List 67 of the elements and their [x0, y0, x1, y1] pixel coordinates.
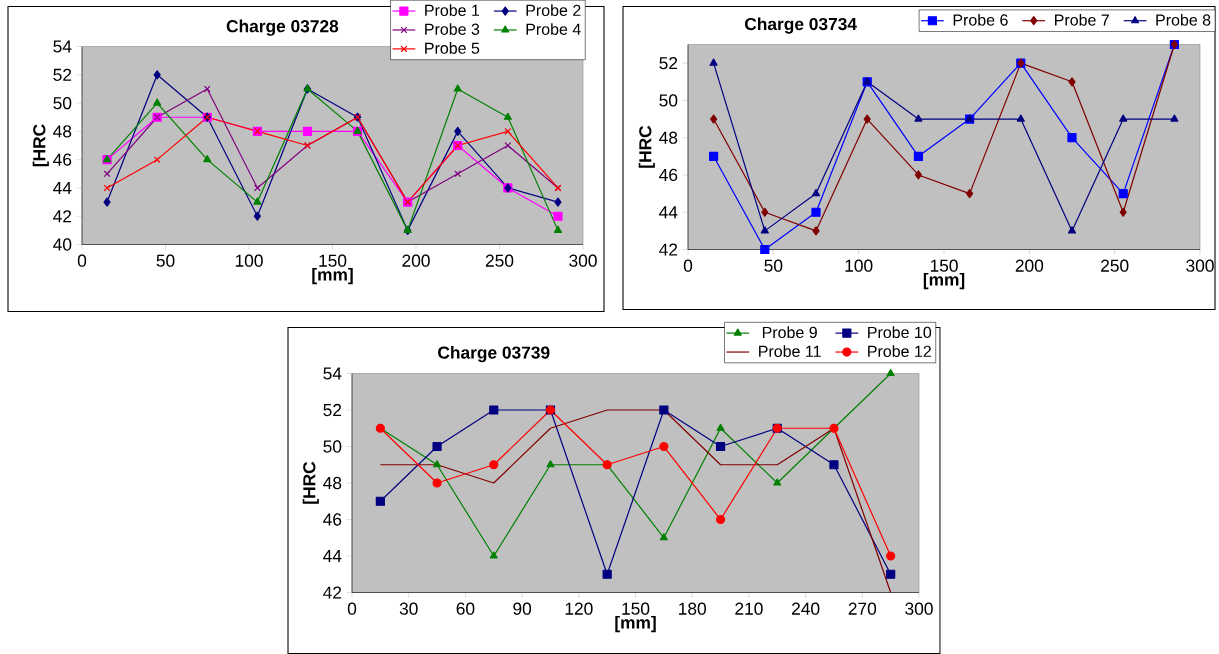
- x-tick-label: 120: [565, 602, 593, 615]
- x-tick-label: 90: [513, 602, 532, 615]
- y-tick-label: 52: [323, 403, 342, 417]
- y-tick-label: 54: [323, 367, 342, 380]
- y-tick-label: 46: [659, 168, 678, 182]
- x-tick-label: 300: [905, 602, 933, 615]
- chart-title: Charge 03734: [744, 17, 857, 34]
- x-tick-label: 50: [156, 254, 175, 267]
- y-tick-label: 42: [323, 586, 342, 599]
- x-axis-title: [mm]: [923, 272, 965, 290]
- x-tick-label: 0: [683, 259, 693, 272]
- y-tick-label: 48: [53, 125, 72, 138]
- legend-label: Probe 5: [425, 42, 480, 54]
- x-tick-label: 50: [764, 259, 783, 272]
- y-tick-label: 46: [323, 513, 342, 526]
- chart-title: Charge 03728: [226, 19, 339, 36]
- x-tick-label: 150: [622, 602, 650, 615]
- legend-label: Probe 12: [868, 345, 931, 357]
- legend-label: Probe 1: [425, 4, 480, 16]
- x-tick-label: 250: [485, 254, 514, 267]
- x-axis-title: [mm]: [615, 615, 656, 633]
- x-tick-label: 180: [679, 602, 706, 615]
- y-tick-label: 42: [53, 210, 72, 223]
- legend-label: Probe 6: [953, 13, 1008, 26]
- x-axis-title: [mm]: [312, 267, 353, 285]
- y-tick-label: 50: [659, 94, 678, 107]
- y-tick-label: 46: [53, 153, 72, 166]
- x-tick-label: 300: [569, 254, 597, 267]
- legend-label: Probe 9: [762, 326, 817, 339]
- y-tick-label: 44: [53, 181, 72, 194]
- x-tick-label: 0: [77, 254, 87, 267]
- x-tick-label: 100: [235, 254, 263, 267]
- x-tick-label: 150: [930, 259, 958, 272]
- x-tick-label: 0: [347, 602, 357, 615]
- legend-label: Probe 2: [526, 4, 581, 16]
- y-tick-label: 54: [53, 40, 72, 53]
- x-tick-label: 270: [848, 602, 877, 615]
- y-axis-title: [HRC: [302, 461, 319, 504]
- y-tick-label: 42: [659, 243, 678, 256]
- y-tick-label: 48: [659, 131, 678, 144]
- y-tick-label: 50: [53, 96, 72, 110]
- legend-label: Probe 4: [526, 23, 581, 35]
- x-tick-label: 250: [1101, 259, 1129, 272]
- x-tick-label: 30: [399, 602, 418, 615]
- y-axis-title: [HRC: [638, 125, 655, 168]
- x-tick-label: 300: [1186, 259, 1214, 272]
- chart-title: Charge 03739: [438, 345, 550, 363]
- y-tick-label: 52: [53, 68, 72, 81]
- legend-label: Probe 11: [759, 345, 821, 357]
- y-tick-label: 50: [323, 440, 342, 453]
- x-tick-label: 60: [456, 602, 475, 615]
- legend-label: Probe 10: [868, 326, 932, 339]
- x-tick-label: 240: [792, 602, 820, 615]
- x-tick-label: 200: [1015, 259, 1044, 272]
- y-tick-label: 44: [659, 206, 678, 219]
- x-tick-label: 210: [735, 602, 763, 615]
- y-tick-label: 40: [53, 238, 72, 251]
- y-tick-label: 44: [323, 550, 342, 562]
- legend-label: Probe 8: [1156, 13, 1211, 26]
- legend-label: Probe 3: [425, 23, 480, 35]
- y-axis-title: [HRC: [32, 124, 49, 167]
- x-tick-label: 100: [845, 259, 873, 272]
- legend-label: Probe 7: [1055, 13, 1109, 26]
- x-tick-label: 150: [319, 254, 347, 267]
- x-tick-label: 200: [402, 254, 430, 267]
- y-tick-label: 52: [659, 57, 678, 70]
- y-tick-label: 48: [323, 476, 342, 490]
